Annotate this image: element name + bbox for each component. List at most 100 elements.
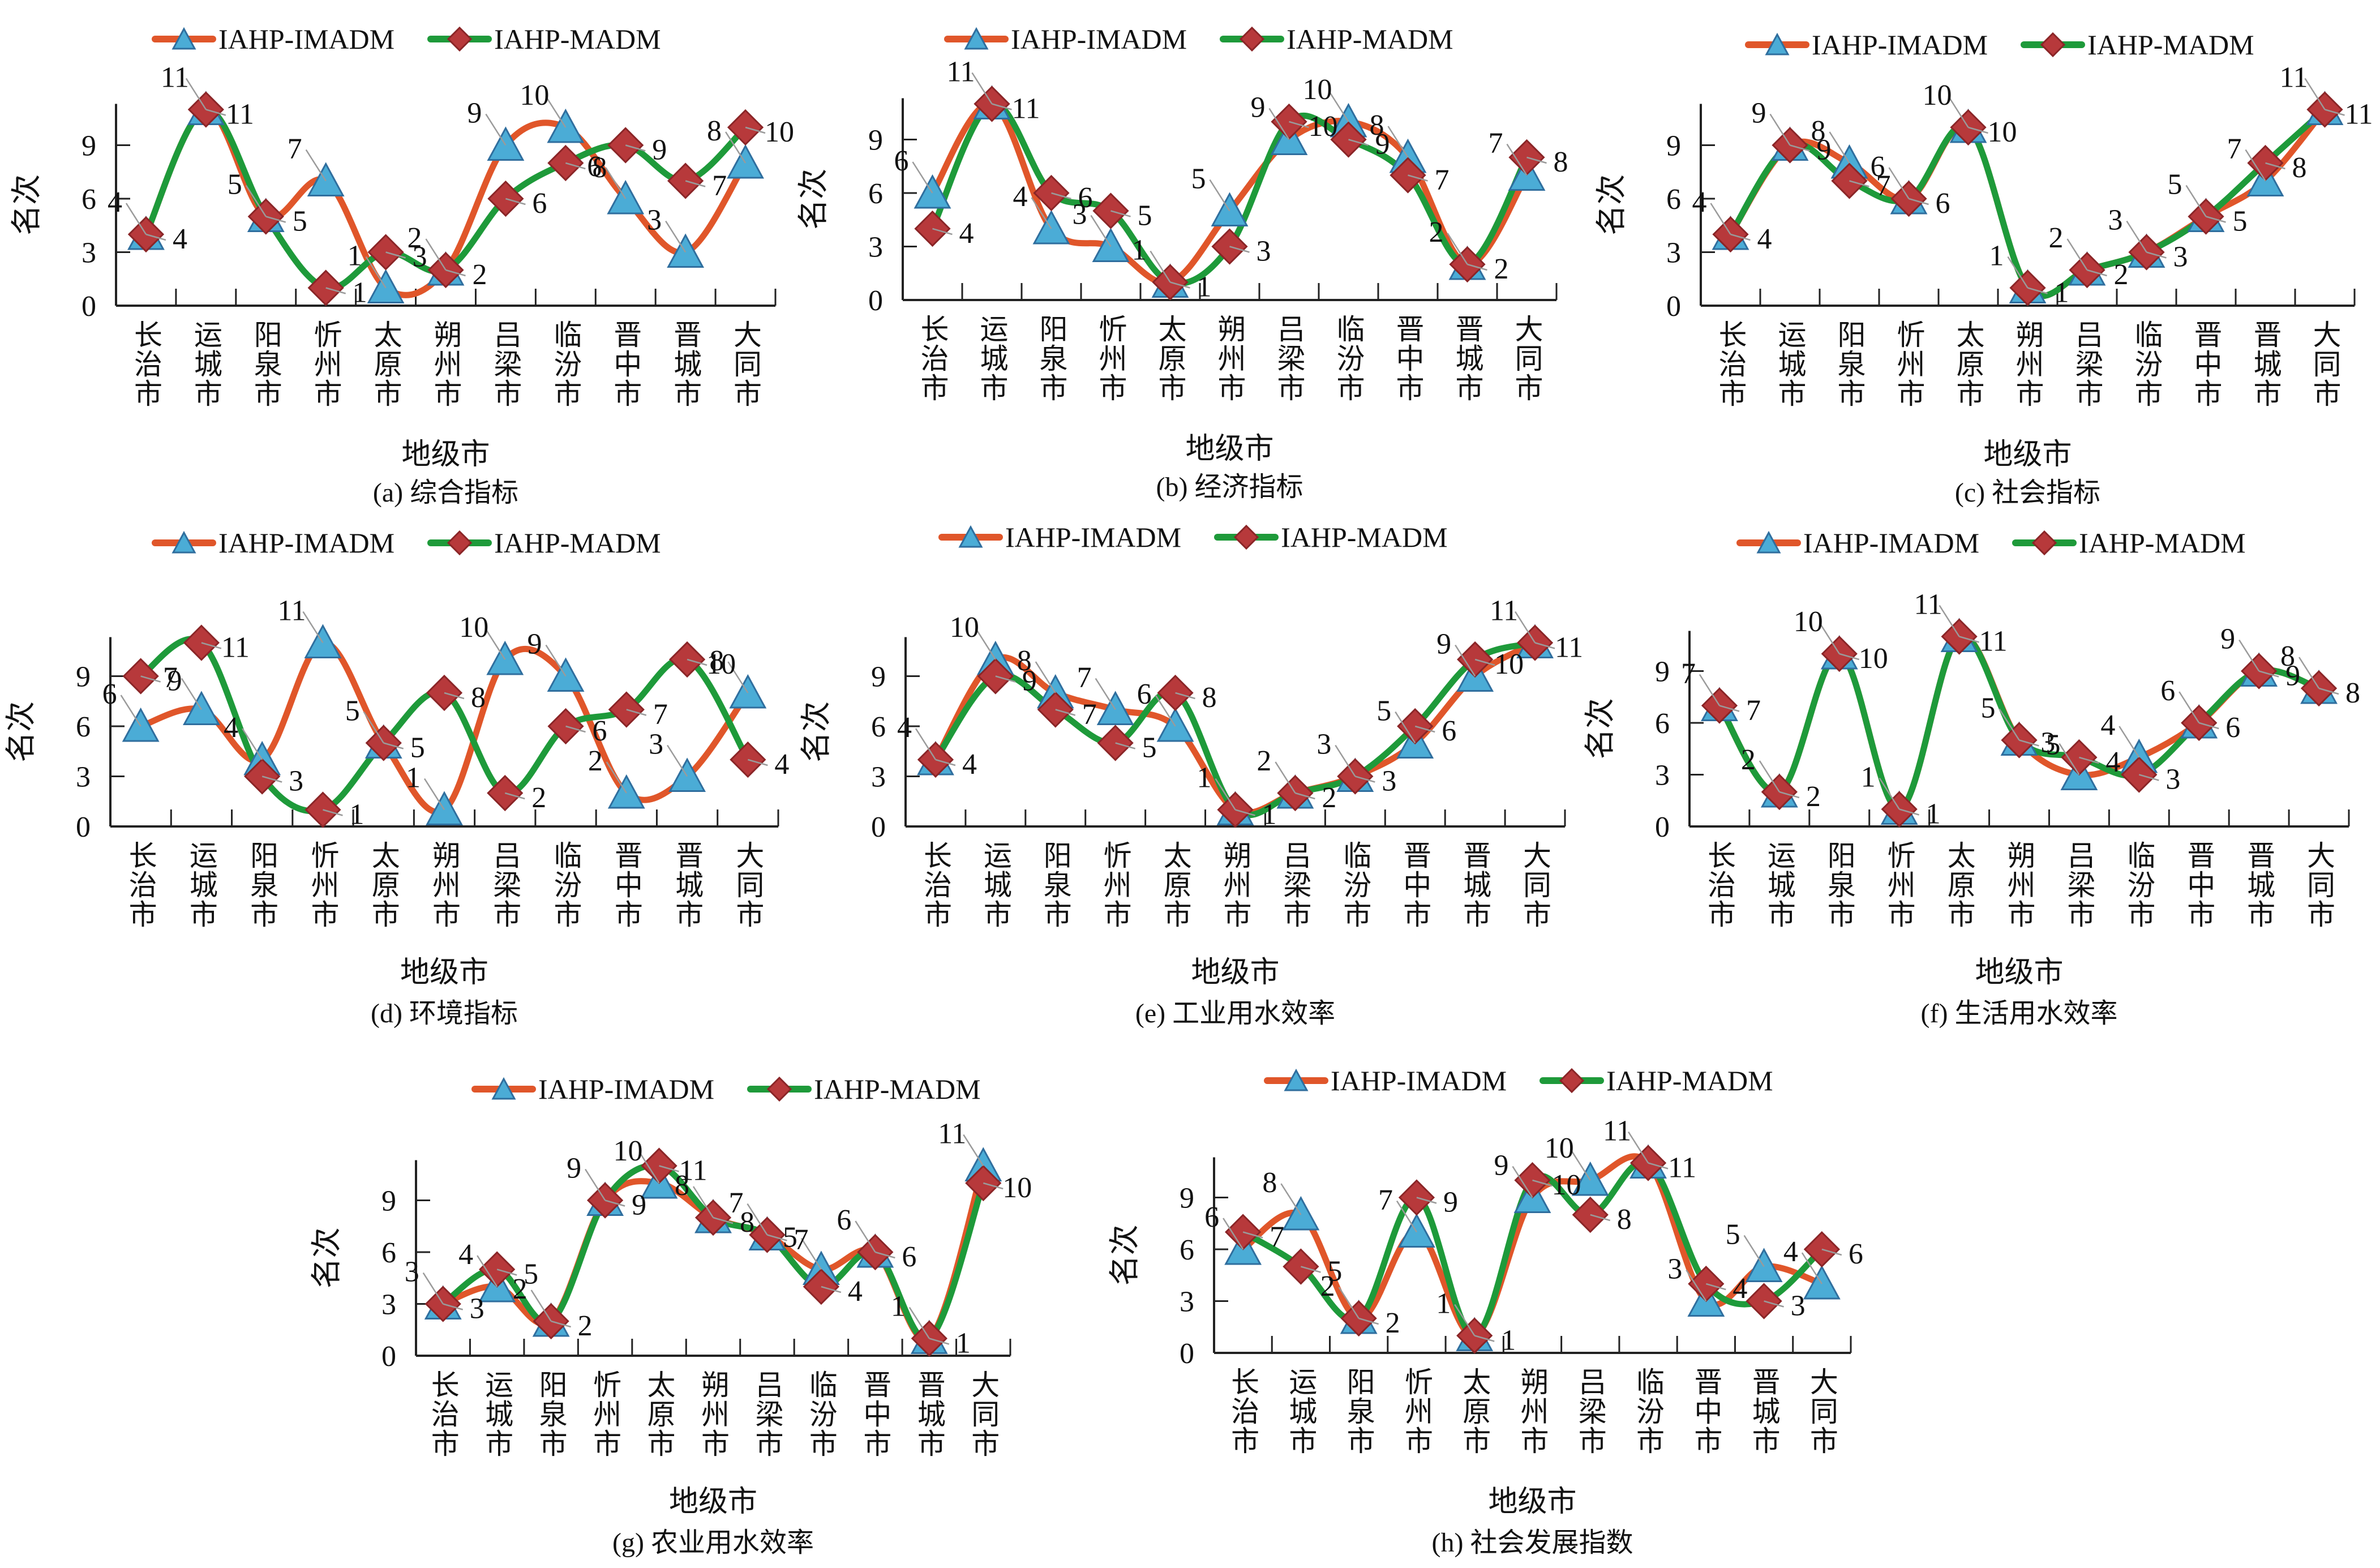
x-tick-label: 朔州市 <box>430 320 462 408</box>
leader-line <box>445 269 466 277</box>
data-label-madm: 10 <box>1494 648 1524 680</box>
legend-label: IAHP-MADM <box>1606 1065 1773 1096</box>
leader-line <box>242 728 263 760</box>
y-tick-label: 9 <box>1180 1183 1194 1215</box>
legend-diamond-icon <box>1233 524 1259 550</box>
data-point-madm <box>547 708 584 745</box>
leader-line <box>1031 197 1052 229</box>
leader-line <box>305 149 327 182</box>
data-label-madm: 9 <box>2285 660 2300 692</box>
chart-panel-g: IAHP-IMADM IAHP-MADM 0 3 6 9 名次 3 4 2 9 10 8 7 5 6 1 11 3 5… <box>310 1047 1104 1568</box>
x-tick-label: 临汾市 <box>550 320 582 408</box>
x-tick-label: 大同市 <box>2303 841 2335 929</box>
data-label-imadm: 5 <box>1981 692 1996 725</box>
leader-line <box>692 1186 714 1218</box>
x-tick-label: 吕梁市 <box>751 1370 783 1458</box>
leader-line <box>638 1151 660 1184</box>
data-label-madm: 1 <box>1501 1325 1516 1357</box>
leader-line <box>504 792 525 800</box>
leader-line <box>443 1303 464 1310</box>
data-label-imadm: 9 <box>567 1153 581 1185</box>
leader-line <box>767 1234 787 1241</box>
leader-line <box>1730 233 1751 241</box>
data-label-imadm: 10 <box>1923 79 1952 112</box>
data-label-imadm: 11 <box>938 1118 966 1150</box>
data-label-imadm: 4 <box>1013 181 1028 213</box>
y-axis-label: 名次 <box>4 701 38 762</box>
leader-line <box>992 103 1012 110</box>
data-point-madm <box>1457 641 1494 678</box>
data-label-imadm: 7 <box>1681 658 1696 690</box>
leader-line <box>687 658 707 666</box>
leader-line <box>485 113 507 146</box>
y-axis-label: 名次 <box>796 169 830 230</box>
data-label-imadm: 7 <box>163 662 178 694</box>
data-label-madm: 1 <box>956 1327 971 1360</box>
leader-line <box>1358 1317 1379 1325</box>
data-label-imadm: 5 <box>228 169 242 201</box>
leader-line <box>2265 162 2285 170</box>
leader-line <box>1170 281 1190 289</box>
data-label-imadm: 2 <box>1741 744 1756 776</box>
legend-label: IAHP-MADM <box>814 1073 981 1105</box>
x-tick-label: 晋城市 <box>2243 841 2275 929</box>
chart-caption: (d) 环境指标 <box>371 999 518 1029</box>
data-point-madm <box>2121 756 2158 793</box>
data-label-madm: 7 <box>1876 170 1891 202</box>
x-tick-label: 大同市 <box>2309 320 2341 408</box>
data-label-imadm: 4 <box>2100 709 2115 742</box>
data-label-madm: 9 <box>632 1189 646 1222</box>
x-tick-label: 朔州市 <box>1213 314 1246 402</box>
x-tick-label: 阳泉市 <box>1833 320 1866 408</box>
data-label-imadm: 9 <box>1752 97 1766 130</box>
data-label-imadm: 1 <box>1132 234 1147 267</box>
y-tick-label: 0 <box>1180 1338 1194 1370</box>
leader-line <box>929 1338 950 1345</box>
data-label-imadm: 2 <box>1257 745 1271 777</box>
legend-item-imadm: IAHP-IMADM <box>1264 1064 1507 1097</box>
y-tick-label: 9 <box>381 1185 396 1218</box>
leader-line <box>1779 791 1800 799</box>
legend-diamond-icon <box>2031 530 2057 556</box>
triangle-marker-icon <box>1736 530 1801 554</box>
diamond-marker-icon <box>427 26 492 52</box>
leader-line <box>1175 692 1195 700</box>
leader-line <box>1416 1197 1437 1204</box>
y-tick-label: 3 <box>1666 237 1681 269</box>
x-axis-label: 地级市 <box>1975 957 2064 989</box>
leader-line <box>685 180 706 187</box>
leader-line <box>551 1320 571 1328</box>
x-tick-label: 忻州市 <box>589 1370 621 1458</box>
data-label-imadm: 4 <box>897 712 912 744</box>
legend-label: IAHP-MADM <box>2079 527 2246 559</box>
leader-line <box>2007 256 2029 289</box>
legend: IAHP-IMADM IAHP-MADM <box>471 1073 1015 1106</box>
x-tick-label: 长治市 <box>125 841 157 929</box>
x-axis-label: 地级市 <box>1185 433 1274 465</box>
legend-label: IAHP-IMADM <box>1812 29 1988 61</box>
x-axis-label: 地级市 <box>1983 439 2072 471</box>
data-label-madm: 11 <box>1011 93 1040 125</box>
x-tick-label: 阳泉市 <box>250 320 282 408</box>
x-tick-label: 忻州市 <box>307 841 339 929</box>
x-tick-label: 晋城市 <box>1451 314 1483 402</box>
chart-caption: (f) 生活用水效率 <box>1920 999 2118 1029</box>
chart-panel-c: IAHP-IMADM IAHP-MADM 0 3 6 9 名次 4 9 8 6 10 1 2 3 5 7 11 4 9… <box>1585 0 2377 521</box>
leader-line <box>365 256 387 289</box>
legend-label: IAHP-IMADM <box>1331 1065 1507 1096</box>
legend-item-madm: IAHP-MADM <box>427 526 661 559</box>
x-tick-label: 朔州市 <box>1219 841 1251 929</box>
data-label-madm: 6 <box>1442 715 1456 747</box>
leader-line <box>745 126 766 134</box>
y-tick-label: 6 <box>871 711 886 743</box>
triangle-marker-icon <box>1745 32 1809 56</box>
x-tick-label: 晋中市 <box>610 841 642 929</box>
legend-diamond-icon <box>766 1076 792 1102</box>
data-point-madm <box>1037 691 1074 728</box>
data-label-madm: 5 <box>524 1258 538 1291</box>
data-label-madm: 1 <box>349 799 364 831</box>
data-label-imadm: 8 <box>1262 1167 1277 1199</box>
legend-item-imadm: IAHP-IMADM <box>1736 526 1979 559</box>
